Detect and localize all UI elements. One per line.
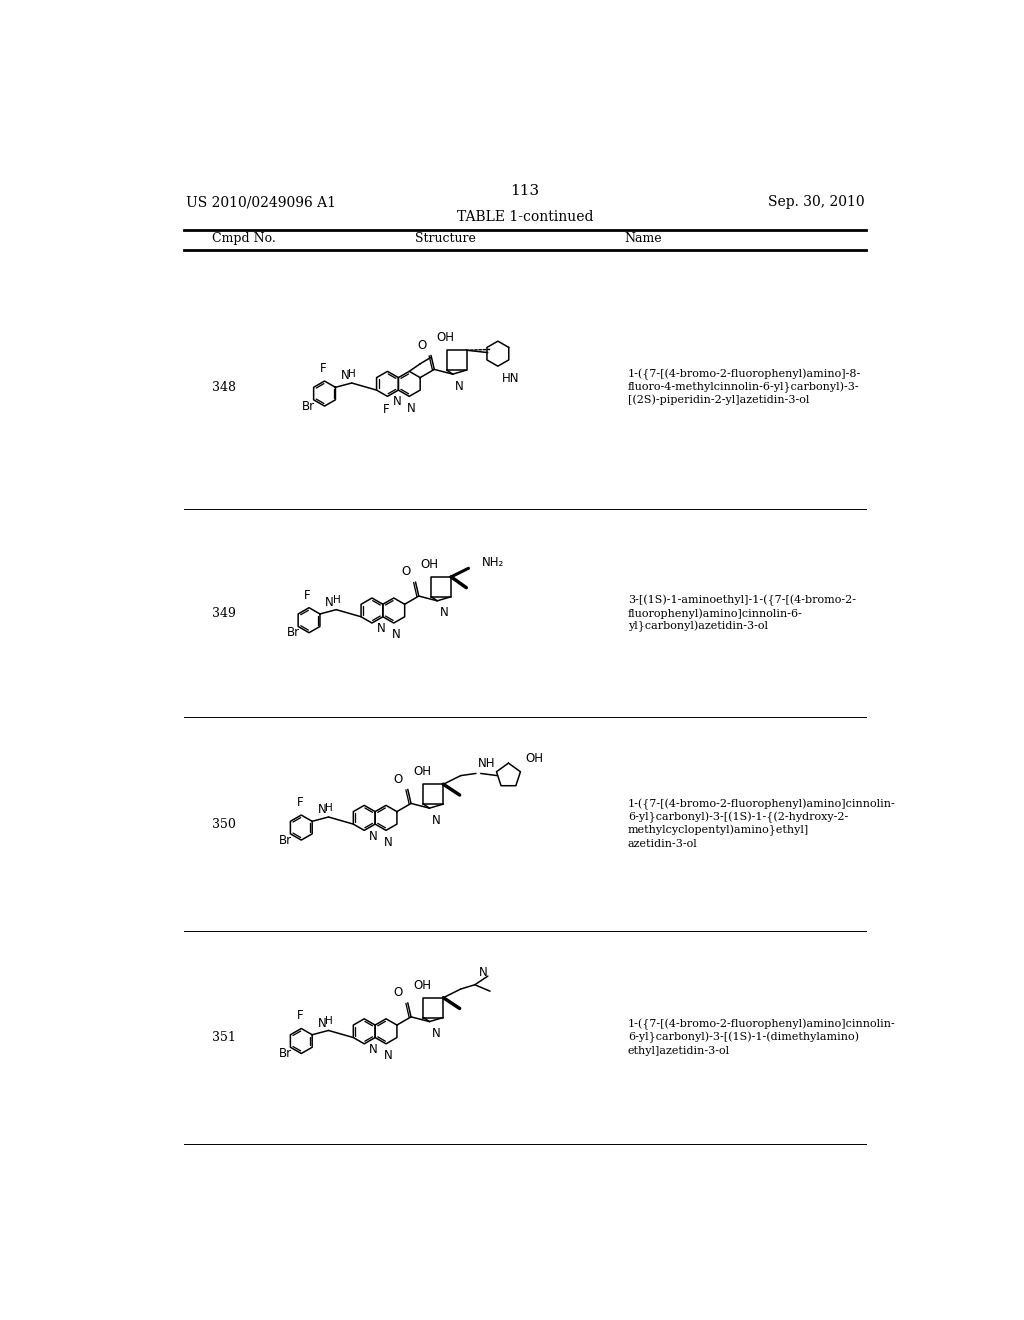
Text: NH: NH	[478, 756, 496, 770]
Text: N: N	[455, 380, 464, 392]
Text: N: N	[432, 813, 440, 826]
Text: OH: OH	[413, 766, 431, 777]
Text: Cmpd No.: Cmpd No.	[212, 232, 275, 246]
Text: N: N	[384, 1049, 393, 1063]
Text: 349: 349	[212, 607, 236, 619]
Text: OH: OH	[436, 331, 455, 345]
Text: 1-({7-[(4-bromo-2-fluorophenyl)amino]cinnolin-: 1-({7-[(4-bromo-2-fluorophenyl)amino]cin…	[628, 1019, 896, 1030]
Text: 348: 348	[212, 380, 236, 393]
Text: N: N	[317, 804, 327, 816]
Text: fluoro-4-methylcinnolin-6-yl}carbonyl)-3-: fluoro-4-methylcinnolin-6-yl}carbonyl)-3…	[628, 381, 859, 393]
Text: Br: Br	[287, 626, 300, 639]
Text: azetidin-3-ol: azetidin-3-ol	[628, 838, 697, 849]
Text: methylcyclopentyl)amino}ethyl]: methylcyclopentyl)amino}ethyl]	[628, 825, 809, 837]
Text: Sep. 30, 2010: Sep. 30, 2010	[768, 195, 864, 209]
Text: 6-yl}carbonyl)-3-[(1S)-1-{(2-hydroxy-2-: 6-yl}carbonyl)-3-[(1S)-1-{(2-hydroxy-2-	[628, 812, 848, 824]
Text: F: F	[296, 796, 303, 809]
Text: N: N	[377, 622, 386, 635]
Text: N: N	[370, 829, 378, 842]
Text: O: O	[417, 338, 426, 351]
Text: Br: Br	[279, 833, 292, 846]
Text: [(2S)-piperidin-2-yl]azetidin-3-ol: [(2S)-piperidin-2-yl]azetidin-3-ol	[628, 395, 809, 405]
Text: TABLE 1-continued: TABLE 1-continued	[457, 210, 593, 224]
Text: NH₂: NH₂	[481, 556, 504, 569]
Text: N: N	[392, 396, 401, 408]
Text: ethyl]azetidin-3-ol: ethyl]azetidin-3-ol	[628, 1045, 730, 1056]
Text: 1-({7-[(4-bromo-2-fluorophenyl)amino]-8-: 1-({7-[(4-bromo-2-fluorophenyl)amino]-8-	[628, 368, 861, 380]
Text: N: N	[326, 597, 334, 609]
Text: O: O	[394, 986, 403, 999]
Text: HN: HN	[502, 372, 519, 385]
Text: 3-[(1S)-1-aminoethyl]-1-({7-[(4-bromo-2-: 3-[(1S)-1-aminoethyl]-1-({7-[(4-bromo-2-	[628, 594, 856, 606]
Text: N: N	[392, 628, 400, 642]
Text: US 2010/0249096 A1: US 2010/0249096 A1	[186, 195, 336, 209]
Text: H: H	[325, 1016, 333, 1026]
Text: H: H	[325, 803, 333, 813]
Text: Name: Name	[624, 232, 662, 246]
Text: N: N	[408, 401, 416, 414]
Text: F: F	[319, 362, 327, 375]
Text: 351: 351	[212, 1031, 236, 1044]
Text: OH: OH	[421, 558, 439, 570]
Text: Structure: Structure	[416, 232, 476, 246]
Text: N: N	[439, 606, 449, 619]
Text: 1-({7-[(4-bromo-2-fluorophenyl)amino]cinnolin-: 1-({7-[(4-bromo-2-fluorophenyl)amino]cin…	[628, 799, 896, 810]
Text: OH: OH	[525, 752, 543, 766]
Text: fluorophenyl)amino]cinnolin-6-: fluorophenyl)amino]cinnolin-6-	[628, 609, 803, 619]
Text: 113: 113	[510, 183, 540, 198]
Text: H: H	[333, 595, 341, 605]
Text: O: O	[401, 565, 411, 578]
Text: N: N	[341, 370, 349, 383]
Text: 350: 350	[212, 817, 236, 830]
Text: H: H	[348, 368, 356, 379]
Text: F: F	[296, 1010, 303, 1022]
Text: O: O	[394, 772, 403, 785]
Text: N: N	[478, 965, 487, 978]
Text: OH: OH	[413, 978, 431, 991]
Text: yl}carbonyl)azetidin-3-ol: yl}carbonyl)azetidin-3-ol	[628, 620, 768, 632]
Text: Br: Br	[279, 1047, 292, 1060]
Text: N: N	[432, 1027, 440, 1040]
Text: 6-yl}carbonyl)-3-[(1S)-1-(dimethylamino): 6-yl}carbonyl)-3-[(1S)-1-(dimethylamino)	[628, 1032, 859, 1043]
Text: N: N	[384, 836, 393, 849]
Text: F: F	[383, 404, 389, 416]
Text: Br: Br	[302, 400, 315, 413]
Text: F: F	[304, 589, 311, 602]
Text: N: N	[317, 1016, 327, 1030]
Text: N: N	[370, 1043, 378, 1056]
